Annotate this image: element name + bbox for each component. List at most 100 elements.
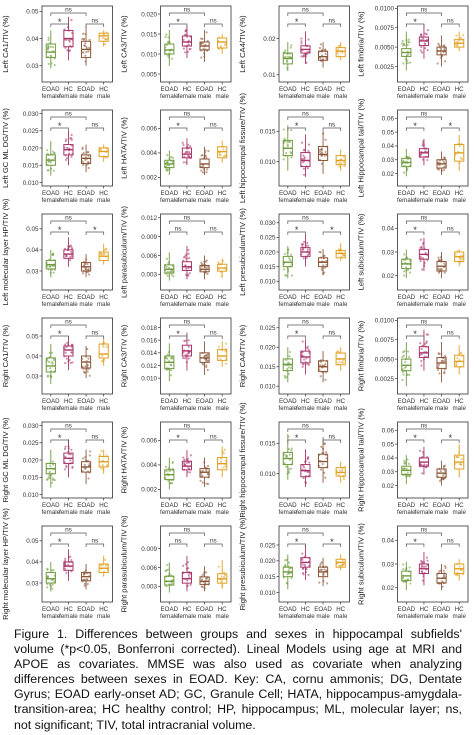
- y-tick-label: 0.02: [263, 36, 276, 43]
- data-point: [103, 558, 107, 561]
- box-1: [181, 571, 193, 584]
- data-point: [405, 467, 408, 471]
- x-tick-label: male: [316, 613, 330, 620]
- data-point: [339, 248, 342, 251]
- data-point: [402, 354, 405, 357]
- x-tick-label: female: [160, 509, 179, 516]
- data-point: [82, 367, 85, 370]
- data-point: [286, 143, 289, 146]
- significance-bracket: [204, 231, 223, 235]
- data-point: [47, 36, 50, 39]
- panel-17: Right GC ML DG/TIV (%) 0.0100.0150.0200.0…: [1, 417, 113, 516]
- data-point: [103, 248, 106, 252]
- data-point: [51, 360, 54, 364]
- data-point: [99, 466, 103, 469]
- panel-16: Right fimbria/TIV (%) 0.00250.00500.00750…: [357, 317, 469, 412]
- data-point: [164, 52, 167, 56]
- data-point: [164, 465, 168, 468]
- plot-frame: [278, 525, 350, 603]
- data-point: [87, 357, 90, 360]
- y-tick-label: 0.010: [260, 279, 276, 286]
- data-point: [52, 569, 55, 572]
- data-point: [420, 150, 423, 154]
- data-point: [426, 254, 429, 257]
- data-point: [50, 481, 53, 484]
- data-point: [339, 469, 342, 472]
- data-point: [401, 379, 404, 382]
- x-tick-label: male: [334, 93, 348, 100]
- x-tick-label: female: [415, 301, 434, 308]
- significance-bracket: [287, 532, 324, 536]
- data-point: [87, 367, 90, 371]
- data-point: [85, 157, 88, 160]
- data-point: [320, 267, 323, 270]
- data-point: [438, 582, 441, 585]
- significance-label: ns: [302, 527, 309, 534]
- significance-bracket: [168, 231, 188, 235]
- data-point: [338, 162, 341, 165]
- significance-label: ns: [210, 122, 217, 129]
- data-point: [68, 44, 72, 48]
- significance-label: ns: [175, 538, 182, 545]
- data-point: [438, 479, 442, 483]
- x-tick-label: female: [397, 613, 416, 620]
- data-point: [186, 457, 189, 460]
- data-point: [318, 260, 321, 264]
- data-point: [424, 47, 427, 50]
- data-point: [285, 359, 288, 362]
- data-point: [46, 582, 49, 585]
- x-tick-label: EOAD: [433, 190, 451, 197]
- y-tick-label: 0.05: [26, 226, 39, 233]
- data-point: [83, 578, 86, 581]
- data-point: [69, 259, 72, 262]
- data-point: [409, 582, 412, 585]
- data-point: [457, 42, 460, 46]
- data-point: [64, 158, 68, 161]
- significance-label: ns: [421, 423, 428, 430]
- data-point: [101, 468, 104, 471]
- data-point: [83, 584, 86, 587]
- data-point: [199, 470, 202, 473]
- x-tick-label: female: [178, 197, 197, 204]
- x-tick-label: EOAD: [398, 398, 416, 405]
- data-point: [47, 268, 50, 271]
- panel-1: Left CA1/TIV (%) 0.030.040.05EOADfemaleHC…: [1, 5, 113, 100]
- x-tick-label: female: [178, 613, 197, 620]
- y-tick-label: 0.015: [23, 475, 39, 482]
- data-point: [436, 365, 440, 369]
- data-point: [408, 156, 411, 160]
- y-tick-label: 0.025: [260, 325, 276, 332]
- data-point: [454, 253, 457, 256]
- data-point: [455, 363, 458, 366]
- data-point: [221, 259, 224, 262]
- data-point: [189, 35, 192, 38]
- data-point: [164, 269, 167, 272]
- data-point: [324, 476, 327, 479]
- data-point: [283, 461, 286, 465]
- data-point: [341, 252, 344, 255]
- data-point: [85, 50, 88, 54]
- significance-label: ns: [184, 527, 191, 534]
- data-point: [461, 573, 464, 576]
- data-point: [171, 468, 174, 471]
- data-point: [52, 150, 55, 153]
- data-point: [86, 582, 89, 586]
- panel-21: Right molecular layer HP/TIV (%) 0.030.04…: [1, 508, 113, 620]
- data-point: [184, 339, 187, 342]
- y-tick-label: 0.0075: [375, 25, 395, 32]
- data-point: [282, 260, 286, 264]
- x-tick-label: female: [42, 301, 61, 308]
- significance-label: *: [295, 329, 299, 339]
- significance-label: ns: [184, 423, 191, 430]
- data-point: [187, 357, 190, 360]
- data-point: [49, 374, 52, 377]
- data-point: [440, 352, 443, 356]
- significance-label: ns: [302, 7, 309, 14]
- data-point: [202, 168, 206, 171]
- significance-label: ns: [210, 330, 217, 337]
- x-tick-label: EOAD: [398, 294, 416, 301]
- data-point: [305, 256, 308, 259]
- x-tick-label: male: [452, 613, 466, 620]
- data-point: [203, 461, 206, 464]
- data-point: [338, 165, 341, 168]
